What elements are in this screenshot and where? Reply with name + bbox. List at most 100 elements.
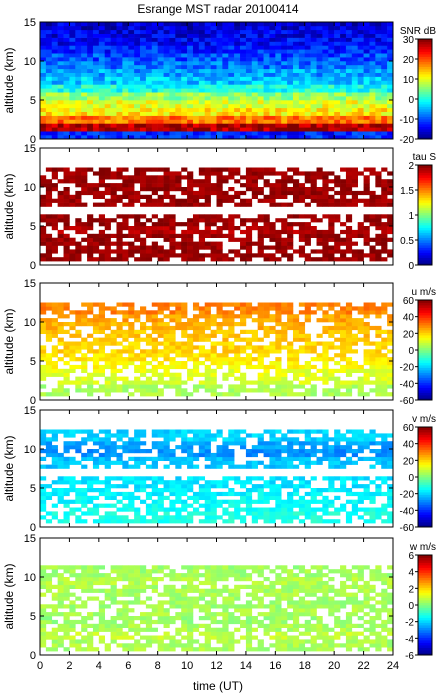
heatmap-cell bbox=[263, 49, 270, 54]
heatmap-cell bbox=[104, 257, 111, 262]
heatmap-cell bbox=[287, 72, 294, 77]
heatmap-cell bbox=[98, 345, 106, 350]
heatmap-cell bbox=[110, 194, 117, 199]
heatmap-cell bbox=[298, 499, 306, 504]
heatmap-cell bbox=[128, 302, 135, 307]
heatmap-cell bbox=[222, 345, 229, 350]
heatmap-cell bbox=[328, 57, 335, 62]
heatmap-cell bbox=[257, 488, 264, 493]
heatmap-cell bbox=[87, 45, 94, 50]
heatmap-cell bbox=[275, 376, 282, 381]
heatmap-cell bbox=[340, 41, 347, 46]
heatmap-cell bbox=[110, 100, 117, 105]
heatmap-cell bbox=[104, 187, 111, 192]
heatmap-cell bbox=[157, 245, 164, 250]
heatmap-cell bbox=[104, 341, 111, 346]
heatmap-cell bbox=[222, 511, 229, 516]
heatmap-cell bbox=[281, 88, 288, 93]
heatmap-cell bbox=[257, 476, 264, 481]
heatmap-cell bbox=[110, 318, 117, 323]
heatmap-cell bbox=[269, 229, 276, 235]
heatmap-cell bbox=[369, 380, 376, 385]
heatmap-cell bbox=[57, 476, 64, 481]
heatmap-cell bbox=[257, 388, 264, 393]
heatmap-cell bbox=[181, 322, 188, 327]
heatmap-cell bbox=[145, 198, 153, 203]
heatmap-cell bbox=[281, 33, 288, 38]
heatmap-cell bbox=[387, 357, 394, 362]
heatmap-cell bbox=[104, 306, 111, 311]
heatmap-cell bbox=[75, 127, 82, 132]
heatmap-cell bbox=[187, 84, 194, 89]
heatmap-cell bbox=[298, 123, 306, 128]
heatmap-cell bbox=[381, 179, 388, 184]
heatmap-cell bbox=[210, 119, 217, 124]
heatmap-cell bbox=[351, 115, 358, 120]
heatmap-cell bbox=[375, 96, 382, 101]
heatmap-cell bbox=[298, 249, 306, 254]
heatmap-cell bbox=[116, 135, 123, 140]
heatmap-cell bbox=[134, 329, 141, 334]
heatmap-cell bbox=[151, 49, 158, 54]
heatmap-cell bbox=[75, 115, 82, 120]
heatmap-cell bbox=[369, 437, 376, 442]
heatmap-cell bbox=[104, 25, 111, 31]
heatmap-cell bbox=[69, 33, 76, 38]
heatmap-cell bbox=[387, 111, 394, 116]
heatmap-cell bbox=[322, 111, 329, 116]
y-axis-label: altitude (km) bbox=[2, 173, 16, 239]
heatmap-cell bbox=[204, 45, 211, 50]
heatmap-cell bbox=[328, 456, 335, 461]
heatmap-cell bbox=[81, 441, 88, 446]
heatmap-cell bbox=[357, 441, 364, 446]
heatmap-cell bbox=[163, 345, 170, 350]
heatmap-cell bbox=[322, 92, 329, 97]
heatmap-cell bbox=[151, 202, 158, 207]
heatmap-cell bbox=[287, 222, 294, 227]
heatmap-cell bbox=[216, 131, 223, 136]
heatmap-cell bbox=[134, 218, 141, 223]
heatmap-cell bbox=[381, 202, 388, 207]
heatmap-cell bbox=[334, 119, 341, 124]
heatmap-cell bbox=[134, 384, 141, 389]
heatmap-cell bbox=[104, 218, 111, 223]
heatmap-cell bbox=[363, 100, 370, 105]
heatmap-cell bbox=[363, 123, 370, 128]
heatmap-cell bbox=[192, 190, 200, 196]
heatmap-cell bbox=[328, 345, 335, 350]
heatmap-cell bbox=[140, 61, 147, 66]
heatmap-cell bbox=[140, 515, 147, 520]
heatmap-cell bbox=[316, 135, 323, 140]
heatmap-cell bbox=[163, 218, 170, 223]
heatmap-cell bbox=[110, 329, 117, 334]
heatmap-cell bbox=[169, 499, 176, 504]
heatmap-cell bbox=[234, 515, 241, 520]
heatmap-cell bbox=[57, 229, 64, 235]
heatmap-cell bbox=[263, 445, 270, 450]
heatmap-cell bbox=[322, 80, 329, 85]
heatmap-cell bbox=[275, 507, 282, 512]
heatmap-cell bbox=[128, 25, 135, 31]
heatmap-cell bbox=[198, 380, 206, 385]
heatmap-cell bbox=[234, 171, 241, 176]
heatmap-cell bbox=[216, 92, 223, 97]
heatmap-cell bbox=[134, 127, 141, 132]
heatmap-cell bbox=[298, 80, 306, 85]
colorbar-segment bbox=[418, 250, 432, 253]
heatmap-cell bbox=[81, 222, 88, 227]
heatmap-cell bbox=[140, 187, 147, 192]
heatmap-cell bbox=[251, 519, 258, 524]
heatmap-cell bbox=[87, 33, 94, 38]
heatmap-cell bbox=[340, 68, 347, 73]
heatmap-cell bbox=[87, 92, 94, 97]
heatmap-cell bbox=[251, 72, 258, 77]
heatmap-cell bbox=[57, 107, 64, 112]
heatmap-cell bbox=[228, 449, 235, 454]
heatmap-cell bbox=[387, 237, 394, 242]
heatmap-cell bbox=[351, 253, 358, 258]
heatmap-cell bbox=[192, 68, 200, 73]
heatmap-cell bbox=[387, 72, 394, 77]
heatmap-cell bbox=[322, 115, 329, 120]
heatmap-cell bbox=[169, 96, 176, 101]
